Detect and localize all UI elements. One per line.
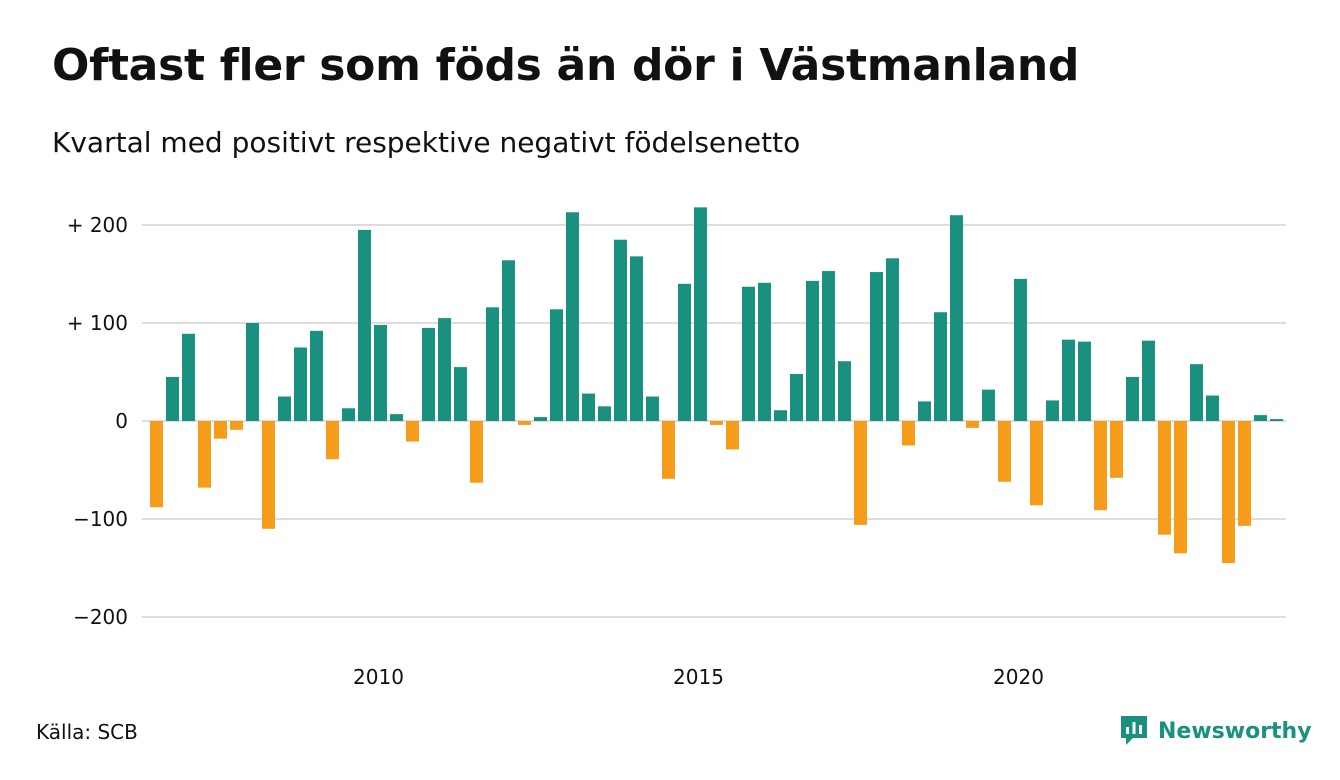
bar: 2020 Q2: -62 bbox=[998, 421, 1011, 482]
bar: 2023 Q3: 26 bbox=[1206, 395, 1219, 421]
chart-subtitle: Kvartal med positivt respektive negativt… bbox=[52, 126, 801, 159]
x-tick-label: 2020 bbox=[993, 665, 1044, 689]
bar: 2011 Q2: 95 bbox=[422, 327, 435, 421]
y-tick-label: + 200 bbox=[67, 213, 128, 237]
bar: 2024 Q3: 2 bbox=[1270, 419, 1283, 421]
y-tick-label: 0 bbox=[115, 409, 128, 433]
bar: 2007 Q3: 89 bbox=[182, 333, 195, 421]
bar: 2016 Q4: 11 bbox=[774, 410, 787, 421]
bar: 2010 Q1: 13 bbox=[342, 408, 355, 421]
bar: 2010 Q3: 98 bbox=[374, 324, 387, 421]
brand-name: Newsworthy bbox=[1158, 718, 1312, 744]
bar: 2007 Q1: -88 bbox=[150, 421, 163, 508]
bar: 2023 Q1: -135 bbox=[1174, 421, 1187, 554]
x-tick-label: 2010 bbox=[353, 665, 404, 689]
bar: 2018 Q3: 166 bbox=[886, 258, 899, 421]
bar: 2012 Q2: 116 bbox=[486, 307, 499, 421]
bar: 2015 Q2: 140 bbox=[678, 283, 691, 421]
bar: 2009 Q3: 92 bbox=[310, 330, 323, 421]
bar: 2010 Q4: 7 bbox=[390, 414, 403, 421]
bar: 2012 Q4: -4 bbox=[518, 421, 531, 425]
bar: 2020 Q4: -86 bbox=[1030, 421, 1043, 506]
bar: 2022 Q1: -58 bbox=[1110, 421, 1123, 478]
bar: 2014 Q1: 15 bbox=[598, 406, 611, 421]
bar: 2022 Q3: 82 bbox=[1142, 340, 1155, 421]
bar: 2014 Q2: 185 bbox=[614, 239, 627, 421]
bar: 2019 Q3: 210 bbox=[950, 215, 963, 421]
bar: 2012 Q3: 164 bbox=[502, 260, 515, 421]
bar: 2021 Q4: -91 bbox=[1094, 421, 1107, 511]
bar: 2017 Q2: 143 bbox=[806, 280, 819, 421]
bar: 2023 Q2: 58 bbox=[1190, 364, 1203, 421]
bar: 2023 Q4: -145 bbox=[1222, 421, 1235, 564]
bar: 2012 Q1: -63 bbox=[470, 421, 483, 483]
bar: 2019 Q2: 111 bbox=[934, 312, 947, 421]
newsworthy-logo-icon bbox=[1121, 716, 1147, 745]
y-tick-label: −100 bbox=[73, 507, 128, 531]
bar: 2024 Q2: 6 bbox=[1254, 415, 1267, 421]
bar: 2020 Q1: 32 bbox=[982, 389, 995, 421]
y-axis-labels: + 200 + 100 0 −100 −200 bbox=[67, 213, 128, 629]
source-note: Källa: SCB bbox=[36, 720, 138, 744]
bar: 2014 Q4: 25 bbox=[646, 396, 659, 421]
bar: 2020 Q3: 145 bbox=[1014, 278, 1027, 421]
bar: 2019 Q1: 20 bbox=[918, 401, 931, 421]
bar: 2013 Q2: 114 bbox=[550, 309, 563, 421]
bar: 2011 Q3: 105 bbox=[438, 318, 451, 421]
bar: 2013 Q4: 28 bbox=[582, 393, 595, 421]
bars: 2007 Q1: -882007 Q2: 452007 Q3: 892007 Q… bbox=[150, 207, 1283, 564]
bar: 2010 Q2: 195 bbox=[358, 229, 371, 421]
bar: 2021 Q2: 83 bbox=[1062, 339, 1075, 421]
bar: 2022 Q4: -116 bbox=[1158, 421, 1171, 535]
bar: 2018 Q2: 152 bbox=[870, 272, 883, 421]
bar: 2021 Q1: 21 bbox=[1046, 400, 1059, 421]
bar: 2014 Q3: 168 bbox=[630, 256, 643, 421]
chart-title: Oftast fler som föds än dör i Västmanlan… bbox=[52, 40, 1080, 91]
bar: 2016 Q3: 141 bbox=[758, 282, 771, 421]
bar: 2016 Q2: 137 bbox=[742, 286, 755, 421]
bar: 2015 Q3: 218 bbox=[694, 207, 707, 421]
bar: 2008 Q2: -9 bbox=[230, 421, 243, 430]
bar: 2015 Q1: -59 bbox=[662, 421, 675, 479]
bar: 2021 Q3: 81 bbox=[1078, 341, 1091, 421]
bar: 2009 Q2: 75 bbox=[294, 347, 307, 421]
x-tick-label: 2015 bbox=[673, 665, 724, 689]
y-tick-label: + 100 bbox=[67, 311, 128, 335]
bar: 2008 Q3: 100 bbox=[246, 323, 259, 421]
x-axis-labels: 2010 2015 2020 bbox=[353, 665, 1044, 689]
bar: 2019 Q4: -7 bbox=[966, 421, 979, 428]
bar: 2007 Q4: -68 bbox=[198, 421, 211, 488]
bar: 2015 Q4: -4 bbox=[710, 421, 723, 425]
y-tick-label: −200 bbox=[73, 605, 128, 629]
bar: 2022 Q2: 45 bbox=[1126, 376, 1139, 421]
bar: 2009 Q1: 25 bbox=[278, 396, 291, 421]
bar: 2024 Q1: -107 bbox=[1238, 421, 1251, 526]
bar: 2017 Q3: 153 bbox=[822, 271, 835, 421]
bar: 2013 Q3: 213 bbox=[566, 212, 579, 421]
bar: 2011 Q1: -21 bbox=[406, 421, 419, 442]
bar: 2008 Q1: -18 bbox=[214, 421, 227, 439]
bar: 2008 Q4: -110 bbox=[262, 421, 275, 529]
bar: 2013 Q1: 4 bbox=[534, 417, 547, 421]
bar: 2017 Q4: 61 bbox=[838, 361, 851, 421]
bar: 2016 Q1: -29 bbox=[726, 421, 739, 450]
bar: 2011 Q4: 55 bbox=[454, 367, 467, 421]
bar: 2017 Q1: 48 bbox=[790, 373, 803, 421]
bar: 2018 Q1: -106 bbox=[854, 421, 867, 525]
bar: 2018 Q4: -25 bbox=[902, 421, 915, 446]
newsworthy-logo: Newsworthy bbox=[1118, 713, 1312, 749]
bar: 2007 Q2: 45 bbox=[166, 376, 179, 421]
bar: 2009 Q4: -39 bbox=[326, 421, 339, 460]
